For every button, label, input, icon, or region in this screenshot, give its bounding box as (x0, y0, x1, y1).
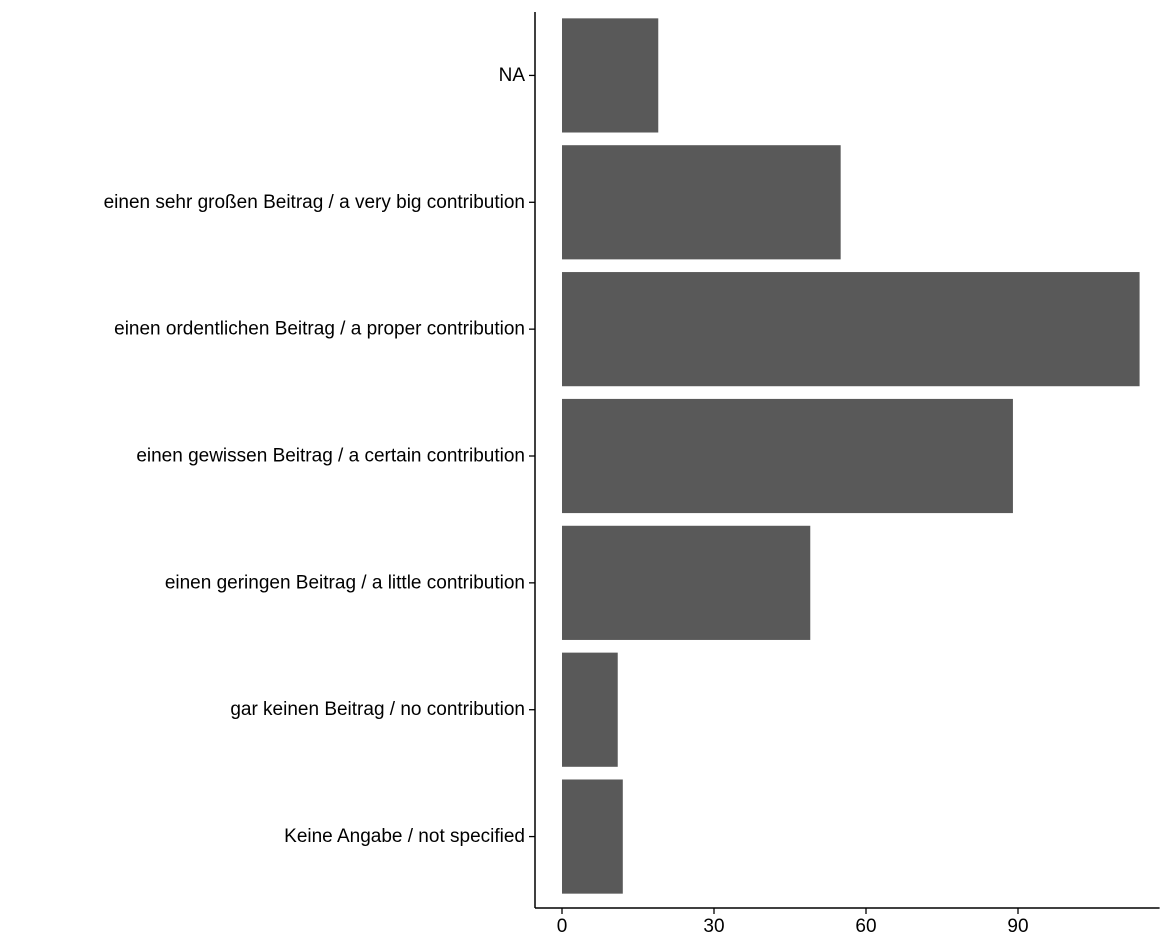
y-tick-label: einen ordentlichen Beitrag / a proper co… (114, 319, 525, 340)
bar-keine-angabe-not-specified (562, 779, 623, 894)
x-tick-label: 60 (855, 916, 876, 937)
y-axis: NA einen sehr großen Beitrag / a very big… (104, 12, 536, 908)
y-tick-label: Keine Angabe / not specified (284, 826, 525, 847)
y-tick-label: einen sehr großen Beitrag / a very big c… (104, 192, 525, 213)
x-tick-label: 0 (557, 916, 568, 937)
bar-na (562, 18, 659, 133)
bar-einen-gewissen-beitrag-a-certain-contrib (562, 398, 1013, 514)
y-tick-label: NA (499, 65, 526, 86)
x-axis: 0 30 60 90 (535, 907, 1160, 937)
bar-einen-sehr-gro-en-beitrag-a-very-big-con (562, 145, 841, 260)
x-tick-label: 30 (703, 916, 724, 937)
bars-layer (562, 18, 1140, 894)
bar-einen-geringen-beitrag-a-little-contribu (562, 525, 811, 640)
y-tick-label: einen geringen Beitrag / a little contri… (165, 572, 525, 593)
x-tick-label: 90 (1007, 916, 1028, 937)
bar-einen-ordentlichen-beitrag-a-proper-cont (562, 272, 1140, 387)
y-tick-label: gar keinen Beitrag / no contribution (230, 699, 525, 720)
bar-gar-keinen-beitrag-no-contribution (562, 652, 618, 767)
y-tick-label: einen gewissen Beitrag / a certain contr… (136, 446, 525, 467)
